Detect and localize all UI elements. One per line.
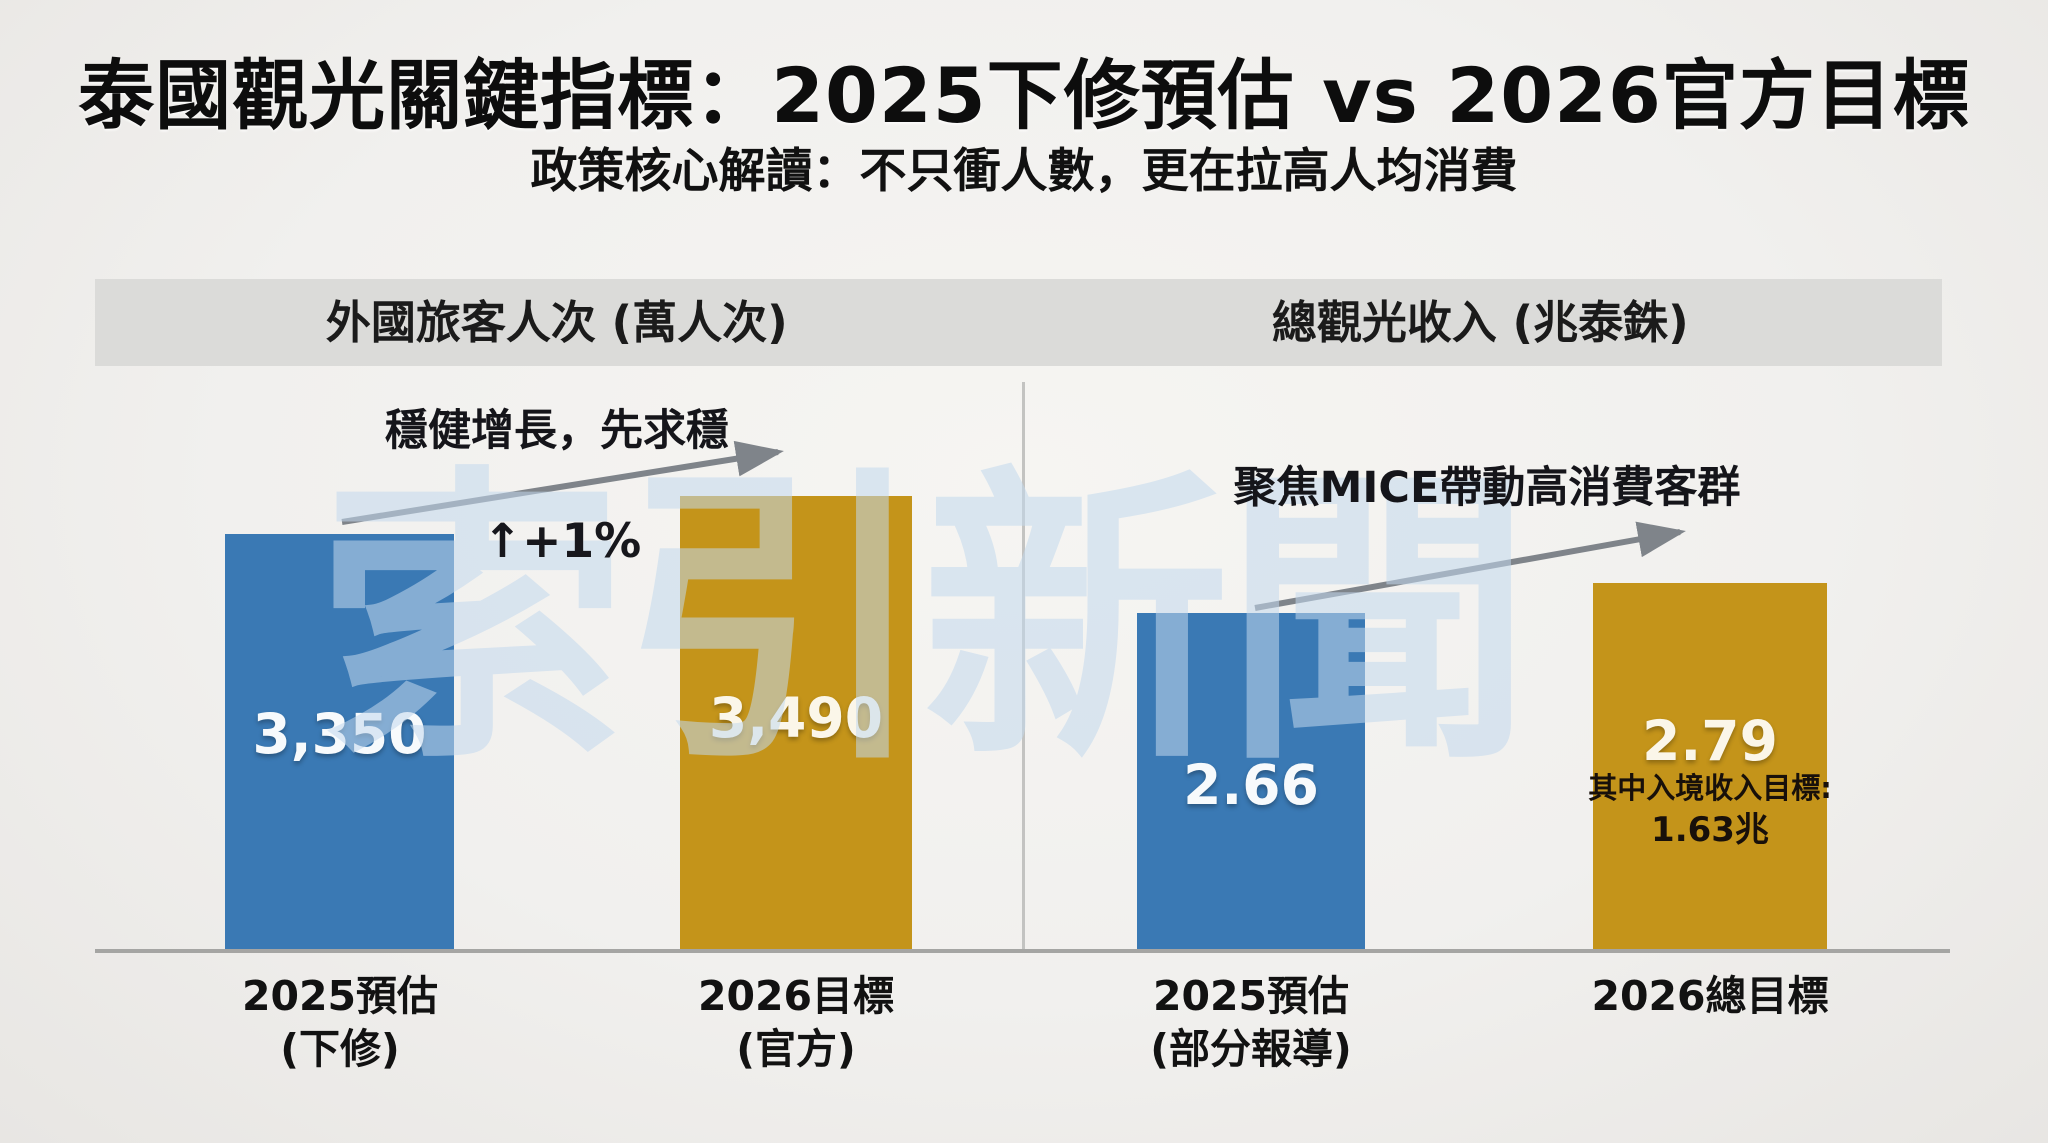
bar-value-label: 3,490 — [709, 686, 883, 750]
bar-value-label: 2.66 — [1183, 753, 1319, 817]
x-label-line-1: 2026總目標 — [1591, 972, 1829, 1020]
right-annotation: 聚焦MICE帶動高消費客群 — [1233, 463, 1741, 513]
bar-2026-arrivals: 3,490 — [680, 496, 912, 949]
trend-arrow-right — [1254, 521, 1686, 611]
trend-arrow-left — [341, 440, 784, 525]
bar-2026-revenue: 2.79 其中入境收入目標: 1.63兆 — [1588, 583, 1832, 949]
page-title: 泰國觀光關鍵指標：2025下修預估 vs 2026官方目標 — [78, 51, 1970, 140]
note-line-2: 1.63兆 — [1651, 810, 1769, 851]
x-label-line-2: (官方) — [736, 1025, 856, 1074]
panel-header-band: 外國旅客人次 (萬人次) 總觀光收入 (兆泰銖) — [95, 279, 1942, 366]
x-label-line-1: 2026目標 — [697, 972, 895, 1020]
x-label-2025-revenue: 2025預估 (部分報導) — [1031, 970, 1471, 1077]
x-axis-line — [95, 949, 1950, 953]
x-label-2026-revenue: 2026總目標 — [1490, 970, 1930, 1023]
panel-divider-line — [1022, 382, 1025, 949]
x-label-line-1: 2025預估 — [1152, 972, 1350, 1020]
bar-2025-revenue: 2.66 — [1137, 613, 1365, 949]
bar-value-label: 3,350 — [252, 702, 427, 766]
right-panel-header: 總觀光收入 (兆泰銖) — [1271, 296, 1689, 349]
delta-percent-label: ↑+1% — [482, 514, 642, 569]
left-panel-header: 外國旅客人次 (萬人次) — [325, 296, 788, 349]
left-annotation: 穩健增長，先求穩 — [385, 406, 729, 456]
bar-2025-arrivals: 3,350 — [225, 534, 454, 949]
bar-value-label: 2.79 — [1642, 709, 1778, 773]
page-subtitle: 政策核心解讀：不只衝人數，更在拉高人均消費 — [530, 144, 1518, 199]
x-label-line-2: (部分報導) — [1150, 1025, 1352, 1074]
x-label-2025-arrivals: 2025預估 (下修) — [120, 970, 560, 1077]
x-label-2026-arrivals: 2026目標 (官方) — [576, 970, 1016, 1077]
x-label-line-2: (下修) — [280, 1025, 400, 1074]
x-label-line-1: 2025預估 — [241, 972, 439, 1020]
inbound-revenue-note: 其中入境收入目標: 1.63兆 — [1569, 769, 1851, 854]
note-line-1: 其中入境收入目標: — [1588, 771, 1832, 805]
